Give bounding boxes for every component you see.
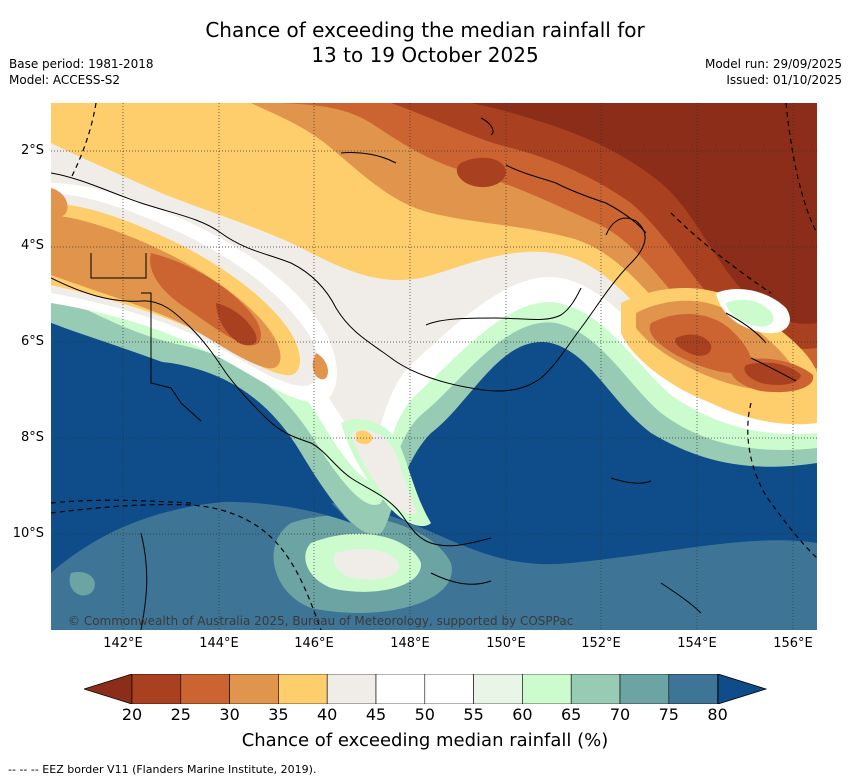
colorbar-segment (229, 674, 279, 704)
base-period: Base period: 1981-2018 (9, 57, 154, 71)
meta-right: Model run: 29/09/2025 Issued: 01/10/2025 (705, 56, 842, 88)
colorbar-segment (180, 674, 230, 704)
colorbar-tick-label: 20 (121, 705, 143, 724)
copyright-credit: © Commonwealth of Australia 2025, Bureau… (68, 614, 574, 628)
colorbar-segment (278, 674, 328, 704)
issued-date: Issued: 01/10/2025 (726, 73, 842, 87)
meta-left: Base period: 1981-2018 Model: ACCESS-S2 (9, 56, 154, 88)
lat-label-4s: 4°S (20, 238, 44, 253)
colorbar-tick-label: 70 (609, 705, 631, 724)
colorbar-tick-label: 75 (658, 705, 679, 724)
eez-footer: -- -- -- EEZ border V11 (Flanders Marine… (8, 763, 317, 776)
colorbar-tick-label: 50 (414, 705, 435, 724)
rainfall-map-svg (51, 103, 817, 630)
colorbar-segment (522, 674, 572, 704)
lat-label-2s: 2°S (20, 143, 44, 158)
colorbar-segment (668, 674, 718, 704)
colorbar-tick-label: 65 (561, 705, 582, 724)
colorbar-tick-label: 45 (365, 705, 387, 724)
colorbar-tick-label: 40 (317, 705, 338, 724)
lon-label-144e: 144°E (199, 636, 239, 651)
colorbar-under-arrow (84, 674, 133, 704)
lon-label-142e: 142°E (103, 636, 143, 651)
lat-label-6s: 6°S (20, 334, 44, 349)
model-run: Model run: 29/09/2025 (704, 57, 842, 71)
lat-label-10s: 10°S (12, 526, 44, 541)
lon-label-148e: 148°E (390, 636, 430, 651)
colorbar-segment (570, 674, 621, 704)
map-title: Chance of exceeding the median rainfall … (0, 18, 850, 68)
colorbar-segment (424, 674, 474, 704)
colorbar-label: Chance of exceeding median rainfall (%) (241, 730, 609, 751)
rainfall-map (51, 103, 817, 630)
lon-label-146e: 146°E (294, 636, 334, 651)
colorbar-tick-label: 80 (707, 705, 728, 724)
lon-label-154e: 154°E (677, 636, 717, 651)
colorbar (84, 674, 768, 704)
colorbar-tick-label: 55 (463, 705, 484, 724)
colorbar-segment (375, 674, 426, 704)
colorbar-segment (131, 674, 182, 704)
lat-label-8s: 8°S (20, 430, 44, 445)
colorbar-tick-label: 30 (219, 705, 240, 724)
lon-label-150e: 150°E (486, 636, 526, 651)
colorbar-over-arrow (717, 674, 768, 704)
lon-label-156e: 156°E (773, 636, 813, 651)
title-line-1: Chance of exceeding the median rainfall … (205, 18, 645, 42)
colorbar-segment (473, 674, 523, 704)
colorbar-segment (619, 674, 670, 704)
lon-label-152e: 152°E (581, 636, 621, 651)
model-name: Model: ACCESS-S2 (9, 73, 121, 87)
colorbar-tick-label: 25 (170, 705, 191, 724)
colorbar-tick-label: 60 (512, 705, 533, 724)
title-line-2: 13 to 19 October 2025 (311, 43, 539, 67)
colorbar-segment (326, 674, 377, 704)
colorbar-tick-label: 35 (268, 705, 289, 724)
